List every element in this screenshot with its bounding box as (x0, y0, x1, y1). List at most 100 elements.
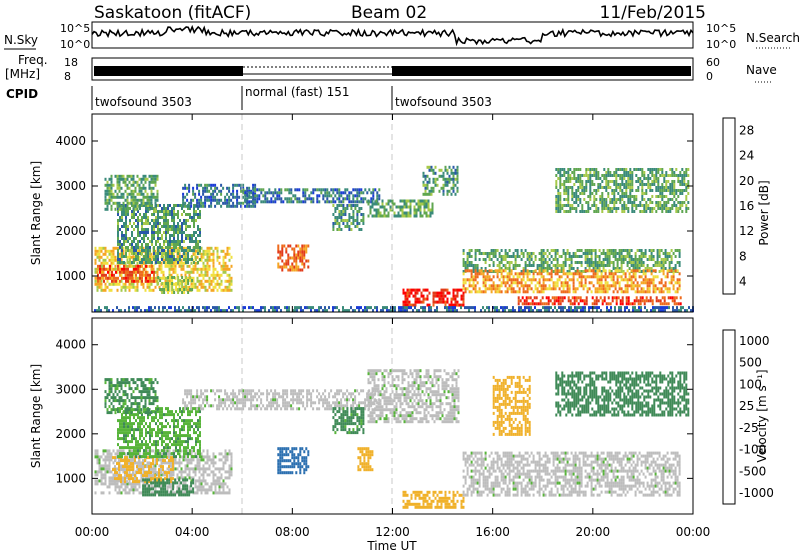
heatmap-cell-power-r16 (518, 306, 520, 310)
power-ytick-label-3: 4000 (55, 134, 86, 148)
heatmap-cell-power-r15 (663, 207, 666, 210)
heatmap-cell-power-r13 (600, 278, 603, 282)
heatmap-cell-power-r1 (149, 273, 151, 277)
heatmap-cell-power-r0 (128, 288, 131, 292)
heatmap-cell-power-r2 (171, 240, 173, 243)
heatmap-cell-power-r13 (468, 284, 471, 288)
heatmap-cell-power-r10 (444, 165, 447, 169)
heatmap-cell-power-r1 (103, 279, 105, 283)
heatmap-cell-power-r0 (160, 270, 163, 274)
heatmap-cell-power-r3 (154, 183, 157, 187)
heatmap-cell-power-r14 (547, 296, 550, 300)
heatmap-cell-power-r15 (573, 195, 576, 198)
heatmap-cell-power-r9 (371, 214, 374, 218)
heatmap-cell-power-r15 (655, 174, 658, 177)
heatmap-cell-power-r15 (563, 192, 566, 195)
heatmap-cell-power-r15 (581, 186, 584, 189)
heatmap-cell-power-r16 (360, 306, 362, 310)
heatmap-cell-power-r0 (222, 255, 225, 259)
heatmap-cell-power-r12 (584, 261, 587, 264)
heatmap-cell-power-r0 (132, 255, 135, 259)
heatmap-cell-power-r12 (552, 270, 555, 273)
heatmap-cell-power-r1 (129, 270, 131, 274)
heatmap-cell-power-r7 (285, 262, 288, 266)
heatmap-cell-power-r15 (681, 192, 684, 195)
heatmap-cell-power-r6 (268, 200, 271, 204)
heatmap-cell-power-r15 (651, 180, 654, 183)
heatmap-cell-power-r2 (123, 240, 125, 243)
heatmap-cell-power-r2 (189, 249, 191, 252)
heatmap-cell-power-r7 (287, 268, 290, 272)
heatmap-cell-power-r3 (136, 207, 139, 211)
heatmap-cell-power-r6 (308, 194, 311, 198)
heatmap-cell-power-r2 (121, 255, 123, 258)
heatmap-cell-power-r0 (114, 267, 117, 271)
heatmap-cell-power-r3 (116, 204, 119, 208)
heatmap-cell-power-r2 (183, 258, 185, 261)
heatmap-cell-power-r2 (193, 246, 195, 249)
heatmap-cell-power-r15 (595, 210, 598, 213)
heatmap-cell-power-r2 (167, 246, 169, 249)
heatmap-cell-power-r4 (183, 279, 186, 282)
heatmap-cell-power-r2 (187, 252, 189, 255)
heatmap-cell-power-r15 (653, 177, 656, 180)
heatmap-cell-power-r6 (264, 200, 267, 204)
heatmap-cell-power-r16 (450, 309, 452, 313)
heatmap-cell-power-r2 (133, 246, 135, 249)
heatmap-cell-power-r15 (569, 210, 572, 213)
heatmap-cell-power-r2 (171, 234, 173, 237)
heatmap-cell-power-r2 (145, 258, 147, 261)
heatmap-cell-power-r2 (163, 240, 165, 243)
heatmap-cell-power-r0 (134, 288, 137, 292)
heatmap-cell-power-r12 (668, 261, 671, 264)
heatmap-cell-power-r12 (542, 255, 545, 258)
heatmap-cell-power-r12 (512, 267, 515, 270)
heatmap-cell-power-r12 (678, 261, 681, 264)
heatmap-cell-power-r16 (158, 306, 160, 310)
heatmap-cell-power-r9 (405, 214, 408, 218)
heatmap-cell-power-r9 (407, 211, 410, 215)
heatmap-cell-power-r0 (160, 276, 163, 280)
heatmap-cell-power-r14 (543, 302, 546, 306)
heatmap-cell-power-r0 (204, 258, 207, 262)
heatmap-cell-power-r16 (106, 309, 108, 313)
heatmap-cell-power-r16 (434, 309, 436, 313)
heatmap-cell-power-r5 (206, 183, 209, 187)
heatmap-cell-power-r6 (272, 194, 275, 198)
heatmap-cell-power-r5 (216, 198, 219, 202)
heatmap-cell-power-r5 (188, 186, 191, 190)
heatmap-cell-power-r13 (630, 278, 633, 282)
heatmap-cell-power-r15 (583, 192, 586, 195)
heatmap-cell-power-r9 (369, 205, 372, 209)
heatmap-cell-power-r5 (210, 183, 213, 187)
heatmap-cell-power-r0 (140, 282, 143, 286)
heatmap-cell-power-r12 (612, 255, 615, 258)
heatmap-cell-power-r0 (196, 267, 199, 271)
heatmap-cell-power-r6 (378, 188, 381, 192)
heatmap-cell-power-r4 (163, 288, 166, 291)
heatmap-cell-power-r15 (589, 177, 592, 180)
heatmap-cell-power-r15 (555, 180, 558, 183)
heatmap-cell-power-r13 (556, 269, 559, 273)
heatmap-cell-power-r3 (150, 198, 153, 202)
heatmap-cell-velocity-r0 (138, 464, 141, 468)
heatmap-cell-power-r13 (614, 284, 617, 288)
heatmap-cell-power-r15 (637, 177, 640, 180)
heatmap-cell-power-r13 (532, 272, 535, 276)
heatmap-cell-power-r15 (649, 201, 652, 204)
heatmap-cell-power-r12 (650, 252, 653, 255)
heatmap-cell-power-r13 (472, 281, 475, 285)
heatmap-cell-power-r15 (687, 192, 690, 195)
heatmap-cell-velocity-r0 (100, 455, 103, 459)
heatmap-cell-power-r14 (667, 296, 670, 300)
heatmap-cell-power-r6 (358, 194, 361, 198)
heatmap-cell-power-r2 (151, 231, 153, 234)
heatmap-cell-power-r15 (583, 174, 586, 177)
heatmap-cell-power-r13 (548, 284, 551, 288)
heatmap-cell-power-r12 (594, 264, 597, 267)
heatmap-cell-power-r5 (198, 201, 201, 205)
heatmap-cell-velocity-r0 (104, 455, 107, 459)
heatmap-cell-power-r16 (158, 309, 160, 313)
heatmap-cell-power-r8 (360, 219, 363, 222)
heatmap-cell-power-r0 (202, 264, 205, 268)
